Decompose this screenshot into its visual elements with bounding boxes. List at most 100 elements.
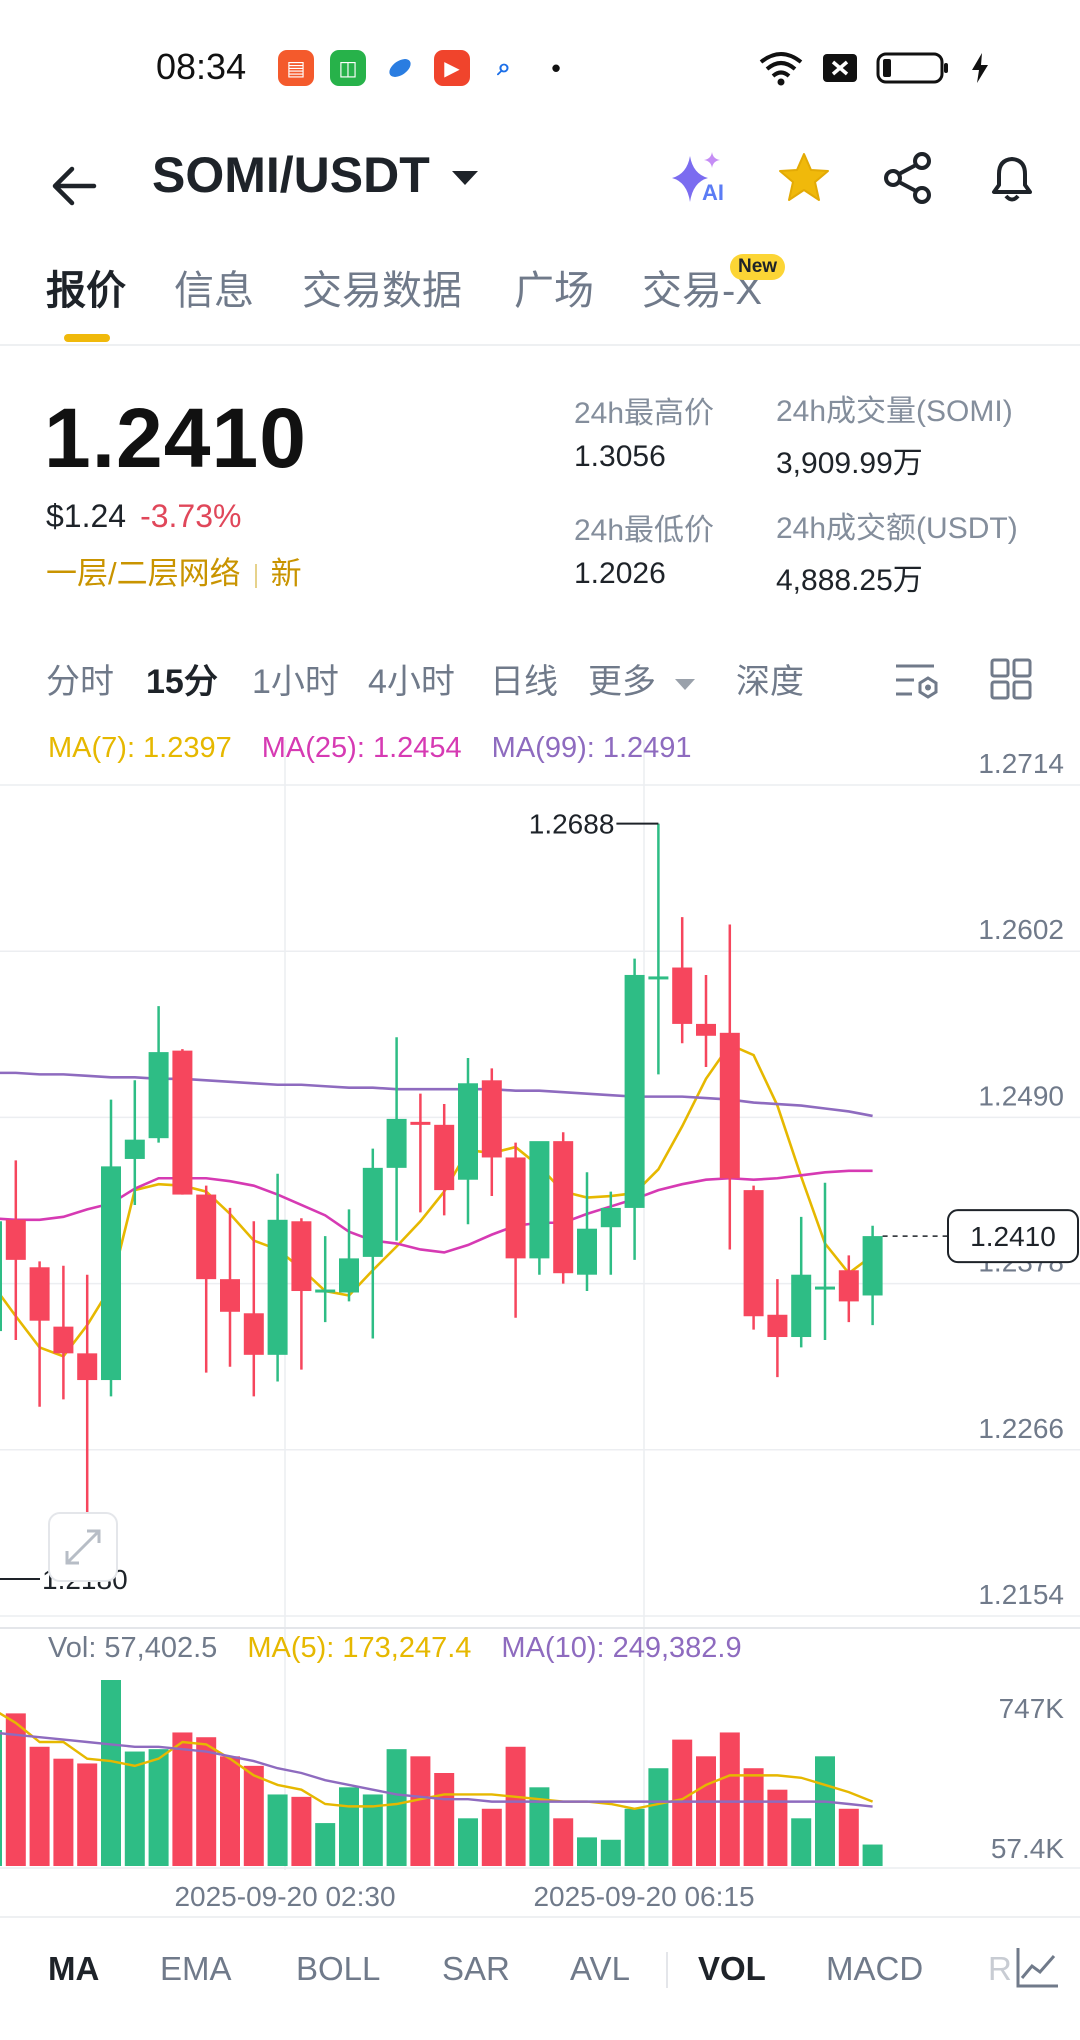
volume-bar-up [148,1749,169,1866]
tab-info[interactable]: 信息 [174,269,254,313]
candle-down [243,1313,264,1355]
no-sim-icon [823,54,857,82]
candle-up [339,1258,359,1293]
pair-selector[interactable]: SOMI/USDT [152,146,478,204]
indicator-ema[interactable]: EMA [160,1950,232,1987]
stat-value: 1.3056 [574,440,666,473]
volume-bar-down [172,1732,193,1866]
interval-daily[interactable]: 日线 [490,663,558,701]
interval-depth[interactable]: 深度 [736,663,804,701]
indicator-avl[interactable]: AVL [570,1950,630,1987]
candle-up [386,1118,407,1168]
volume-bar-up [101,1680,121,1866]
legend-vol-ma5: MA(5): 173,247.4 [247,1632,472,1664]
share-icon[interactable] [880,150,936,206]
active-tab-indicator [64,334,110,342]
volume-bar-down [719,1732,740,1866]
candlestick-chart[interactable]: 1.27141.26021.24901.23781.22661.21541.26… [0,720,1080,1916]
indicator-divider [666,1952,668,1988]
pair-header: SOMI/USDT AI [0,136,1080,266]
indicator-macd[interactable]: MACD [826,1950,924,1987]
candle-up [458,1083,478,1180]
interval-1h[interactable]: 1小时 [252,663,339,701]
fullscreen-button[interactable] [48,1512,118,1582]
candle-up [862,1236,883,1296]
legend-ma7: MA(7): 1.2397 [48,732,232,764]
candle-up [124,1139,145,1159]
candle-up [267,1219,288,1355]
ma-legend: MA(7): 1.2397 MA(25): 1.2454 MA(99): 1.2… [48,732,692,765]
candle-down [53,1326,74,1354]
current-price-label: 1.2410 [970,1221,1056,1252]
volume-bar-down [481,1808,502,1866]
favorite-star-icon[interactable] [776,150,832,206]
indicator-settings-icon[interactable] [1012,1944,1062,1992]
candle-down [291,1221,312,1292]
search-app-icon: ⌕ [486,50,522,86]
candle-up [148,1052,169,1139]
candle-down [29,1267,50,1321]
candle-up [362,1167,383,1257]
stat-value: 4,888.25万 [776,564,923,597]
detail-tabs: 报价 信息 交易数据 广场 交易-X [0,258,1080,346]
stat-24h-low: 24h最低价 1.2026 [574,505,714,591]
tab-square[interactable]: 广场 [514,269,594,313]
wifi-icon [759,52,803,86]
grid-layout-icon[interactable] [990,658,1032,700]
volume-bar-down [410,1756,431,1866]
candle-down [434,1124,455,1191]
back-arrow-icon[interactable] [48,160,100,212]
candle-up [577,1228,597,1275]
candle-down [172,1050,193,1195]
tag-layer-network[interactable]: 一层/二层网络 [46,556,241,591]
indicator-vol[interactable]: VOL [698,1950,766,1987]
interval-more[interactable]: 更多 [588,654,696,703]
volume-bar-down [434,1773,455,1866]
legend-vol-ma10: MA(10): 249,382.9 [501,1632,742,1664]
stat-label: 24h最高价 [574,397,715,430]
tag-new[interactable]: 新 [270,556,302,591]
indicator-sar[interactable]: SAR [442,1950,510,1987]
tab-quote[interactable]: 报价 [46,269,126,313]
max-price-label: 1.2688 [529,809,615,840]
legend-volume: Vol: 57,402.5 [48,1632,218,1664]
candle-down [196,1194,217,1280]
candle-down [838,1270,859,1302]
price-axis-label: 1.2490 [978,1080,1064,1111]
chart-settings-icon[interactable] [894,660,940,702]
candle-down [696,1023,716,1036]
video-app-icon: ▤ [278,50,314,86]
chevron-down-icon [675,678,696,690]
price-sub-line: $1.24 -3.73% [46,498,241,535]
candle-down [5,1219,26,1260]
indicator-boll[interactable]: BOLL [296,1950,381,1987]
interval-4h[interactable]: 4小时 [368,663,455,701]
stat-label: 24h成交额(USDT) [776,512,1018,545]
shop-app-icon: ◫ [330,50,366,86]
volume-bar-up [267,1794,288,1866]
indicator-ma[interactable]: MA [48,1950,100,1987]
indicator-rsi[interactable]: R [988,1950,1012,1987]
interval-15m[interactable]: 15分 [146,663,218,701]
volume-bar-down [196,1737,217,1866]
candle-down [505,1157,526,1259]
volume-bar-up [791,1818,812,1866]
interval-time-sharing[interactable]: 分时 [46,663,114,701]
stat-value: 1.2026 [574,557,666,590]
chevron-down-icon [451,171,478,185]
usd-price: $1.24 [46,498,127,534]
status-bar: 08:34 ▤ ◫ ▶ ⌕ • [0,0,1080,136]
ai-assistant-button[interactable]: AI [668,148,728,208]
player-app-icon: ▶ [434,50,470,86]
candle-down [481,1080,502,1158]
volume-bar-down [5,1713,26,1866]
tab-trading-data[interactable]: 交易数据 [302,269,462,313]
candle-up [529,1141,550,1259]
interval-more-label: 更多 [588,663,656,701]
pair-title: SOMI/USDT [152,147,430,203]
candle-down [672,967,693,1024]
volume-bar-down [53,1758,74,1866]
volume-bar-up [458,1818,478,1866]
bell-icon[interactable] [984,150,1040,206]
candle-up [624,974,645,1208]
